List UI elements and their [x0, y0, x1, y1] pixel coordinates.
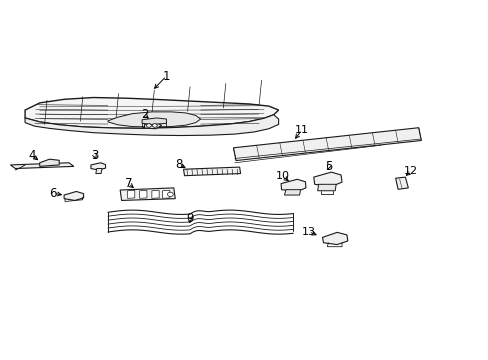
Text: 1: 1 — [163, 69, 170, 82]
Polygon shape — [25, 115, 278, 135]
Text: 5: 5 — [325, 160, 332, 173]
Polygon shape — [395, 177, 407, 189]
Polygon shape — [127, 190, 135, 198]
Polygon shape — [96, 168, 102, 174]
Polygon shape — [233, 128, 421, 161]
Text: 12: 12 — [404, 166, 417, 176]
Text: 6: 6 — [49, 187, 57, 200]
Polygon shape — [284, 190, 300, 195]
Polygon shape — [183, 167, 240, 176]
Polygon shape — [313, 172, 341, 186]
Text: 3: 3 — [91, 149, 98, 162]
Polygon shape — [64, 192, 83, 201]
Text: 11: 11 — [294, 125, 308, 135]
Polygon shape — [25, 98, 278, 129]
Polygon shape — [281, 179, 305, 192]
Circle shape — [167, 192, 173, 197]
Polygon shape — [322, 232, 347, 244]
Text: 8: 8 — [175, 158, 183, 171]
Text: 2: 2 — [141, 108, 148, 121]
Polygon shape — [140, 190, 147, 198]
Polygon shape — [40, 159, 59, 166]
Text: 10: 10 — [275, 171, 289, 181]
Text: 4: 4 — [29, 149, 36, 162]
Text: 9: 9 — [186, 212, 193, 225]
Polygon shape — [120, 188, 175, 201]
Circle shape — [152, 124, 157, 127]
Polygon shape — [108, 112, 200, 127]
Polygon shape — [162, 190, 169, 198]
Polygon shape — [10, 163, 74, 168]
Text: 13: 13 — [301, 227, 315, 237]
Polygon shape — [317, 184, 335, 191]
Polygon shape — [152, 190, 159, 198]
Circle shape — [146, 124, 151, 127]
Polygon shape — [144, 123, 161, 129]
Polygon shape — [91, 163, 105, 170]
Text: 7: 7 — [124, 177, 132, 190]
Polygon shape — [142, 118, 166, 125]
